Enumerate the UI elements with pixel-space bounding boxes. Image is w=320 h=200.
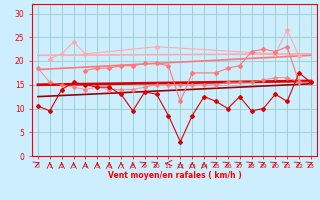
X-axis label: Vent moyen/en rafales ( km/h ): Vent moyen/en rafales ( km/h )	[108, 171, 241, 180]
